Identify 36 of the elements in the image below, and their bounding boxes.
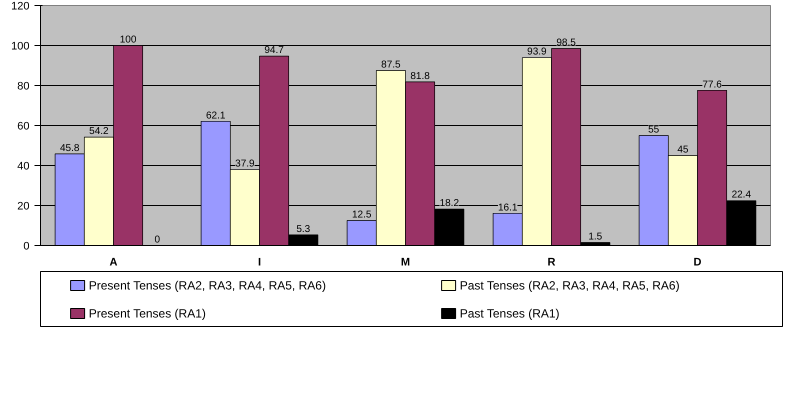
data-label: 0 xyxy=(154,234,161,246)
data-label: 81.8 xyxy=(410,70,430,82)
legend-label: Present Tenses (RA2, RA3, RA4, RA5, RA6) xyxy=(88,278,326,292)
x-tick-label: D xyxy=(694,256,702,268)
data-label: 62.1 xyxy=(206,110,226,122)
data-label: 22.4 xyxy=(732,190,752,201)
legend-label: Past Tenses (RA2, RA3, RA4, RA5, RA6) xyxy=(460,278,680,292)
x-tick-label: A xyxy=(110,256,118,268)
y-tick-label: 20 xyxy=(17,200,30,212)
y-tick-label: 0 xyxy=(23,240,30,252)
legend-label: Past Tenses (RA1) xyxy=(460,306,560,320)
data-label: 12.5 xyxy=(352,210,372,220)
data-label: 100 xyxy=(120,34,137,46)
data-label: 45.8 xyxy=(60,142,80,154)
data-label: 45 xyxy=(677,144,689,156)
y-tick-label: 60 xyxy=(17,120,30,132)
data-label: 54.2 xyxy=(89,126,110,138)
data-label: 37.9 xyxy=(235,158,256,170)
x-tick-label: I xyxy=(258,256,262,268)
data-label: 5.3 xyxy=(296,224,311,235)
data-label: 55 xyxy=(648,124,660,136)
y-tick-label: 100 xyxy=(11,40,30,52)
data-label: 77.6 xyxy=(702,79,722,90)
data-label: 87.5 xyxy=(381,60,402,70)
x-tick-label: R xyxy=(548,256,556,268)
data-label: 1.5 xyxy=(588,232,603,242)
data-label: 94.7 xyxy=(264,45,284,56)
data-label: 93.9 xyxy=(527,46,548,58)
y-tick-label: 120 xyxy=(11,0,30,12)
legend-label: Present Tenses (RA1) xyxy=(88,306,206,320)
data-label: 18.2 xyxy=(440,198,460,210)
x-tick-label: M xyxy=(400,256,410,268)
y-tick-label: 80 xyxy=(17,80,30,92)
data-label: 16.1 xyxy=(498,202,518,214)
y-tick-label: 40 xyxy=(17,160,30,172)
data-label: 98.5 xyxy=(556,38,576,48)
